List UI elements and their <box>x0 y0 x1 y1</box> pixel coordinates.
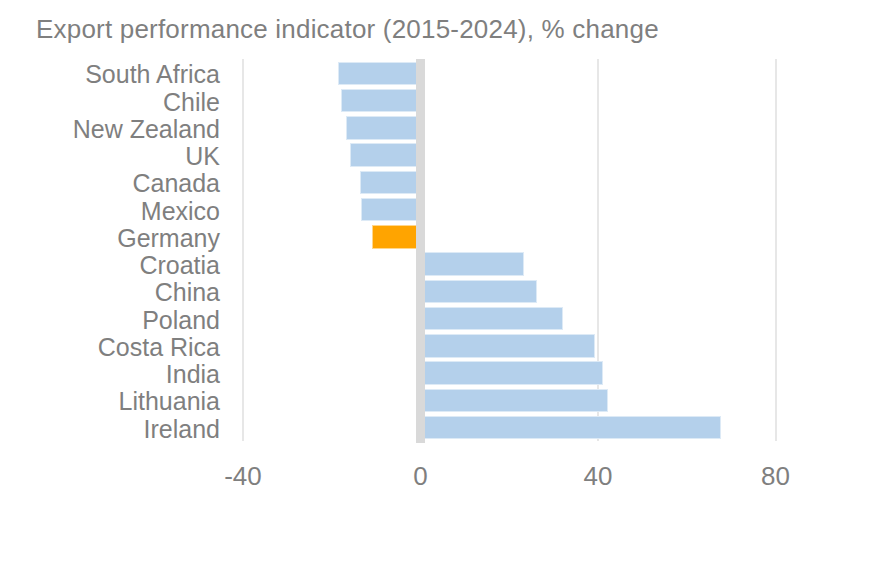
gridline <box>775 59 777 441</box>
bar-lithuania <box>421 389 609 413</box>
category-label: China <box>0 280 220 305</box>
bar-uk <box>350 143 421 167</box>
bar-costa-rica <box>421 334 596 358</box>
bar-germany <box>372 225 420 249</box>
category-label: New Zealand <box>0 116 220 141</box>
bar-mexico <box>361 198 421 222</box>
bar-chile <box>341 89 420 113</box>
x-tick-label: -40 <box>193 461 293 492</box>
category-label: UK <box>0 144 220 169</box>
gridline <box>242 59 244 441</box>
category-label: Costa Rica <box>0 334 220 359</box>
bar-croatia <box>421 252 524 276</box>
x-tick-label: 80 <box>726 461 826 492</box>
category-label: South Africa <box>0 62 220 87</box>
category-label: Croatia <box>0 253 220 278</box>
bar-china <box>421 280 538 304</box>
category-label: Lithuania <box>0 389 220 414</box>
category-label: Poland <box>0 307 220 332</box>
category-label: Germany <box>0 225 220 250</box>
category-label: Mexico <box>0 198 220 223</box>
x-tick-label: 40 <box>548 461 648 492</box>
bar-ireland <box>421 416 721 440</box>
chart-title: Export performance indicator (2015-2024)… <box>36 14 659 45</box>
category-label: India <box>0 362 220 387</box>
category-label: Ireland <box>0 416 220 441</box>
zero-axis-band <box>416 59 425 443</box>
x-tick-label: 0 <box>371 461 471 492</box>
category-label: Chile <box>0 89 220 114</box>
export-performance-bar-chart: Export performance indicator (2015-2024)… <box>0 0 886 562</box>
bar-poland <box>421 307 564 331</box>
bar-new-zealand <box>346 116 420 140</box>
bar-india <box>421 361 603 385</box>
category-label: Canada <box>0 171 220 196</box>
bar-south-africa <box>338 62 420 86</box>
bar-canada <box>360 171 420 195</box>
